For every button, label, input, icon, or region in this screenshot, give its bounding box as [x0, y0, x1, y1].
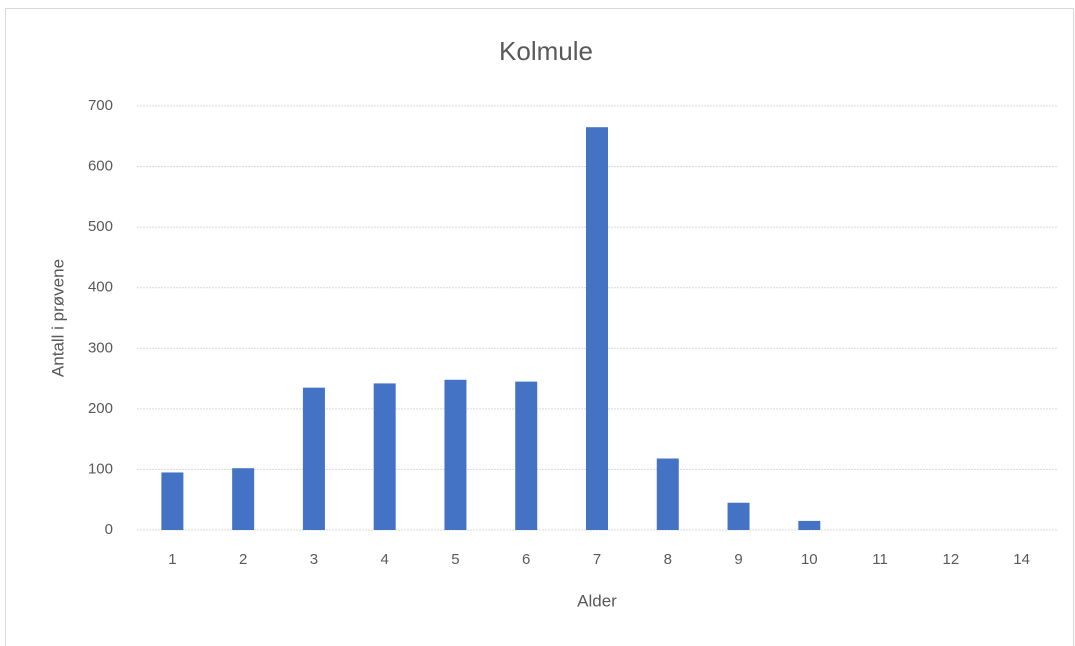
x-tick-label: 14	[1013, 551, 1030, 568]
chart-border	[5, 8, 1074, 646]
bar	[302, 387, 325, 530]
bar	[515, 381, 538, 530]
x-tick-label: 10	[801, 551, 818, 568]
y-tick-label: 100	[88, 460, 113, 477]
y-tick-label: 600	[88, 158, 113, 175]
bar	[444, 379, 467, 530]
bar	[161, 472, 184, 530]
x-tick-label: 12	[943, 551, 960, 568]
x-tick-label: 7	[593, 551, 601, 568]
x-tick-label: 3	[310, 551, 318, 568]
x-tick-label: 6	[522, 551, 530, 568]
bar	[373, 383, 396, 530]
x-tick-label: 2	[239, 551, 247, 568]
x-tick-label: 1	[168, 551, 176, 568]
x-tick-label: 9	[734, 551, 742, 568]
bar	[727, 502, 750, 530]
y-tick-label: 400	[88, 279, 113, 296]
x-tick-label: 4	[381, 551, 389, 568]
y-tick-label: 700	[88, 97, 113, 114]
bar	[586, 127, 608, 530]
bar	[798, 520, 821, 530]
x-tick-label: 5	[451, 551, 459, 568]
y-axis-label: Antall i prøvene	[48, 259, 67, 377]
y-tick-label: 0	[105, 521, 113, 538]
x-tick-label: 11	[872, 551, 888, 568]
bar	[656, 458, 679, 530]
chart-title: Kolmule	[499, 36, 593, 66]
y-tick-label: 300	[88, 339, 113, 356]
y-tick-label: 200	[88, 400, 113, 417]
bar	[232, 468, 255, 530]
x-axis-label: Alder	[577, 591, 617, 610]
y-tick-label: 500	[88, 218, 113, 235]
x-tick-label: 8	[664, 551, 672, 568]
